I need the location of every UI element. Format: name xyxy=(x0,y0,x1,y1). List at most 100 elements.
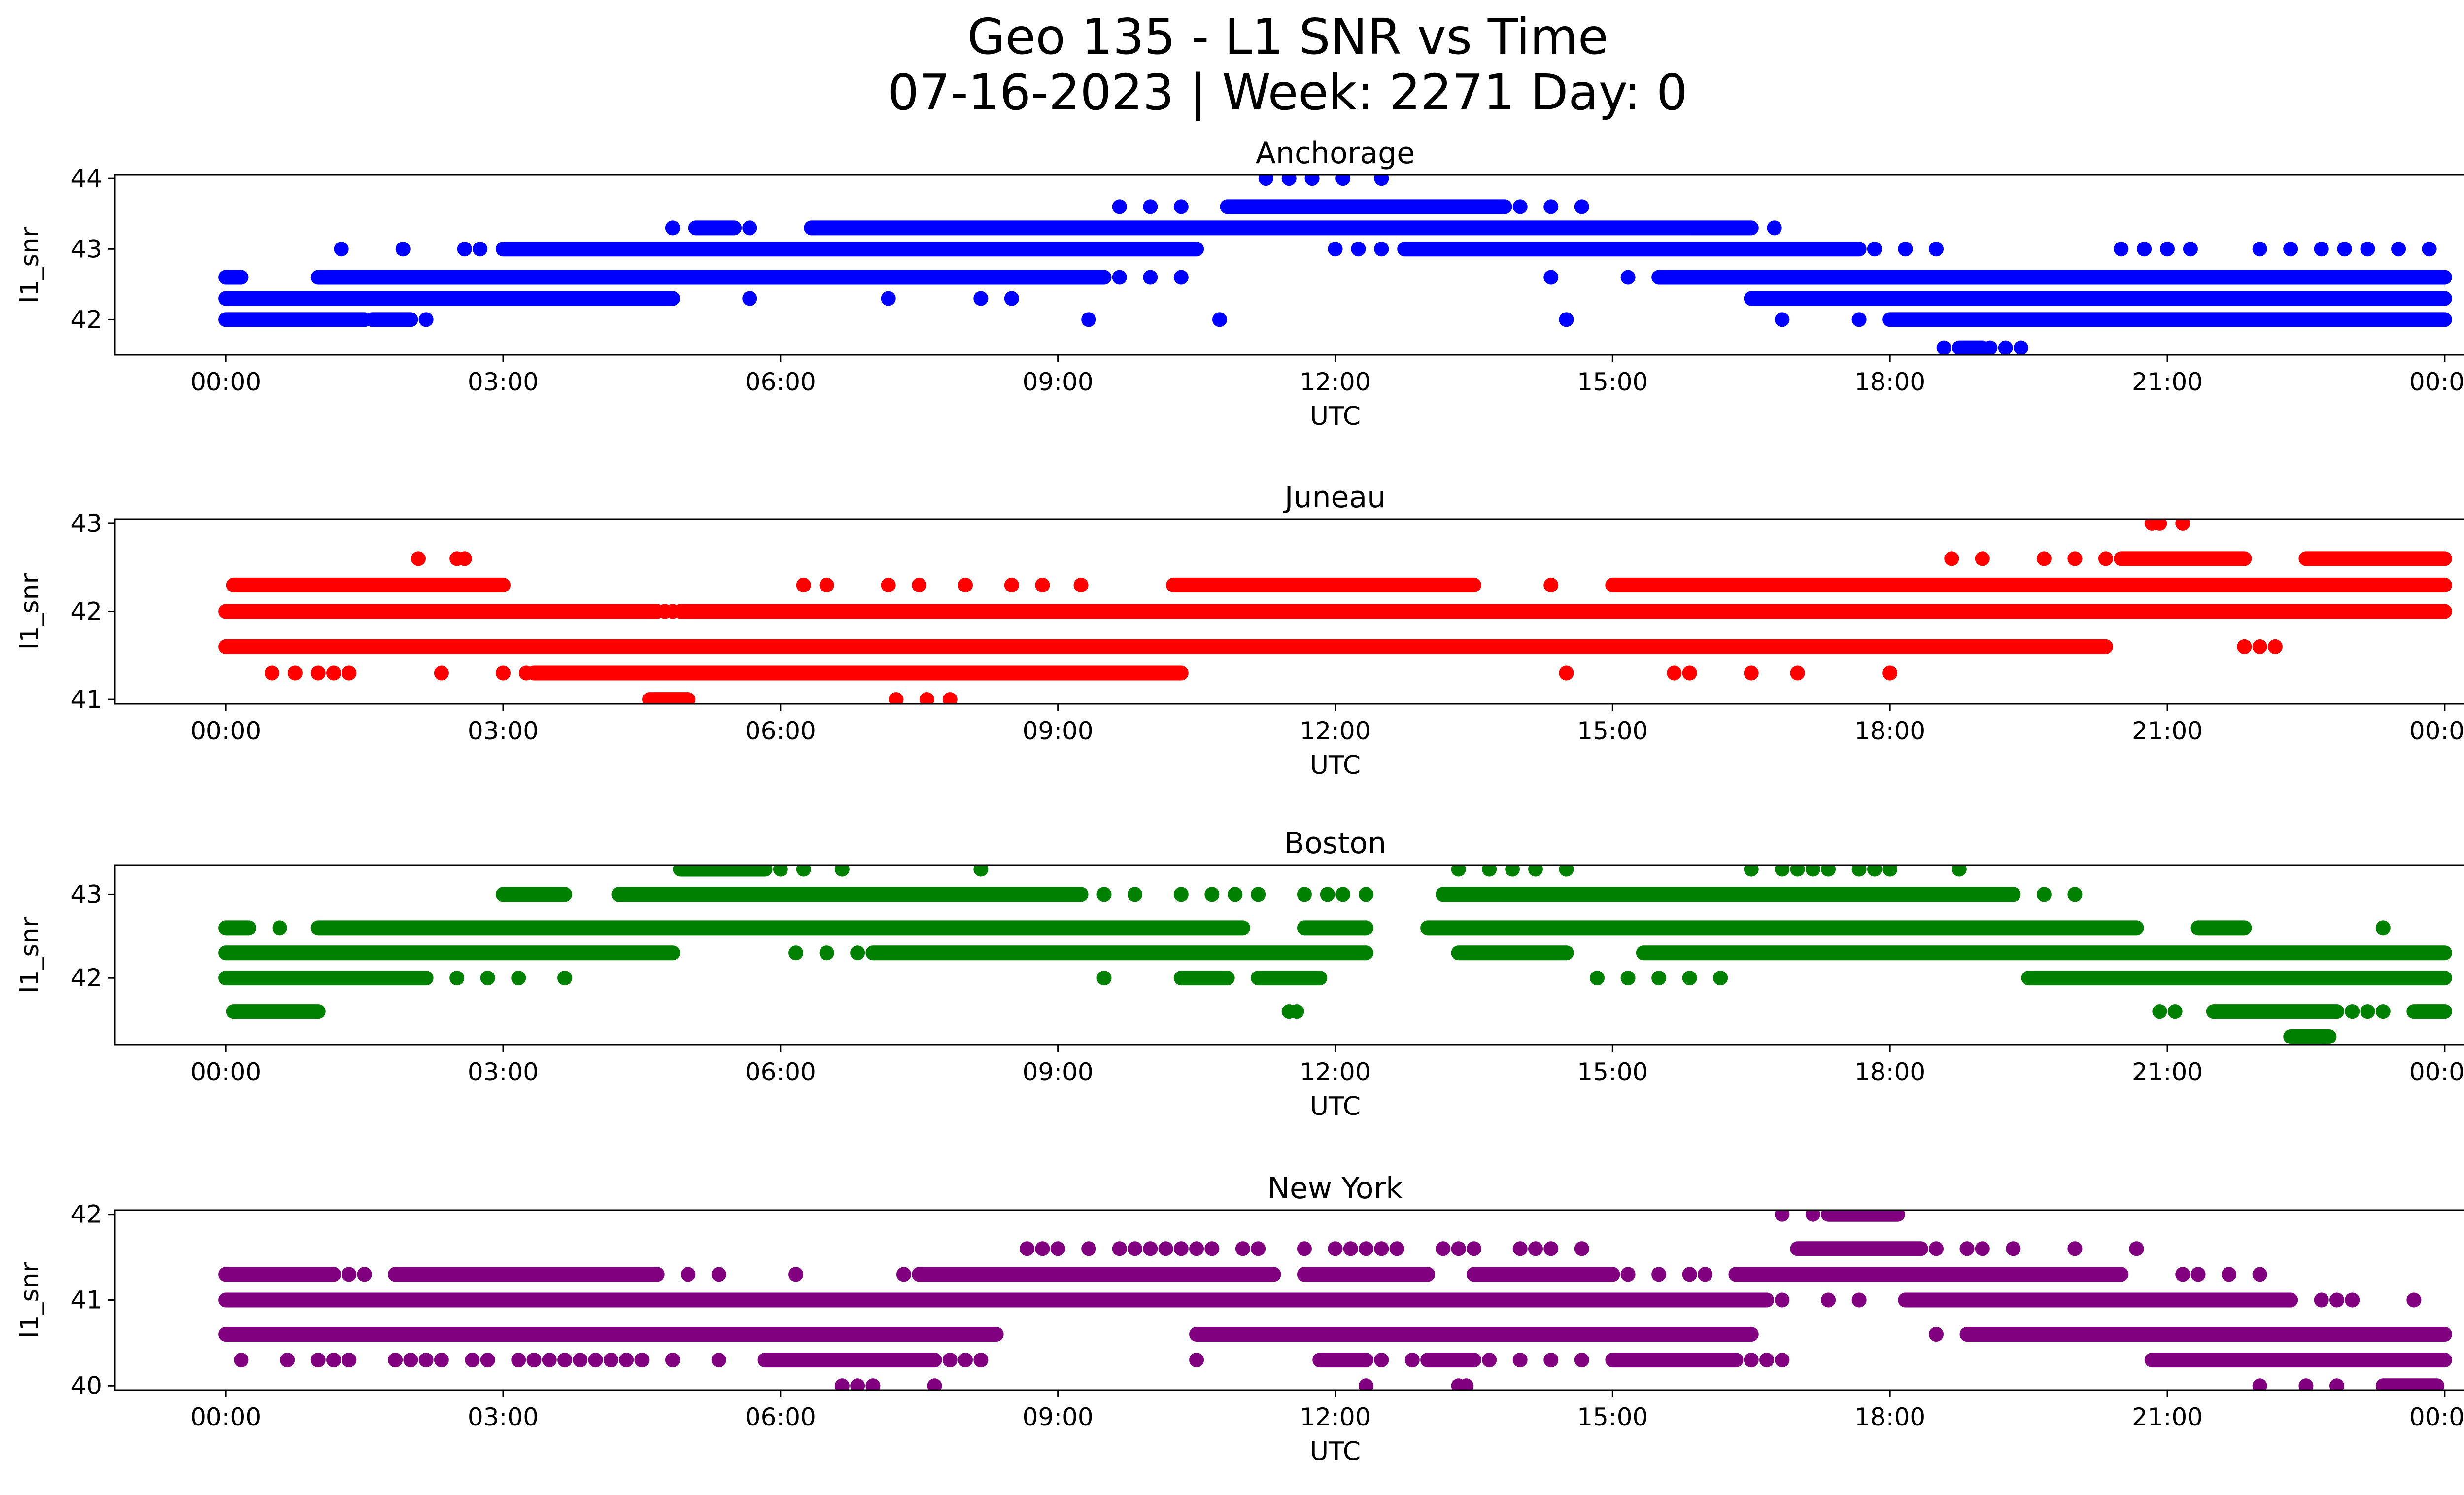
new-york-point-band xyxy=(1959,1327,2452,1342)
juneau-point xyxy=(342,665,357,681)
figure-title-line1: Geo 135 - L1 SNR vs Time xyxy=(967,8,1608,66)
boston-point-band xyxy=(673,865,773,877)
boston-point xyxy=(2360,1004,2375,1019)
boston-point-band xyxy=(865,945,1374,961)
anchorage-point xyxy=(1928,242,1944,257)
anchorage-point xyxy=(2314,242,2329,257)
new-york-point xyxy=(850,1378,865,1390)
figure-title: Geo 135 - L1 SNR vs Time 07-16-2023 | We… xyxy=(0,9,2464,120)
boston-point xyxy=(1713,971,1728,986)
anchorage-point xyxy=(1936,340,1951,355)
anchorage-point xyxy=(1281,175,1297,186)
anchorage-point xyxy=(1212,312,1227,327)
anchorage-subplot: Anchorage 00:00 03:00 06:00 09:00 12:00 15:00 1… xyxy=(15,136,2464,431)
anchorage-x-tick-label: 12:00 xyxy=(1300,368,1370,396)
anchorage-point-band xyxy=(804,220,1759,236)
boston-point xyxy=(272,920,287,936)
new-york-point xyxy=(342,1267,357,1282)
new-york-point xyxy=(1928,1327,1944,1342)
new-york-point xyxy=(1775,1210,1790,1222)
new-york-point xyxy=(2345,1292,2360,1308)
boston-point xyxy=(2345,1004,2360,1019)
juneau-point-band xyxy=(642,692,696,704)
new-york-point xyxy=(434,1353,449,1368)
new-york-x-tick-label: 12:00 xyxy=(1300,1403,1370,1431)
anchorage-point-band xyxy=(1951,340,1990,355)
anchorage-point xyxy=(1374,242,1389,257)
boston-data xyxy=(218,865,2452,1044)
new-york-x-tick-label: 00:00 xyxy=(2409,1403,2464,1431)
new-york-point xyxy=(573,1353,588,1368)
new-york-point xyxy=(2329,1378,2344,1390)
new-york-point xyxy=(1173,1241,1189,1256)
juneau-point xyxy=(1667,665,1682,681)
anchorage-y-tick-label: 42 xyxy=(70,305,102,334)
new-york-title: New York xyxy=(1267,1171,1403,1206)
new-york-point xyxy=(1081,1241,1096,1256)
juneau-x-tick-label: 03:00 xyxy=(468,717,539,745)
juneau-subplot: Juneau 00:00 03:00 06:00 09:00 12:00 15:00 18:0… xyxy=(15,480,2464,780)
juneau-y-tick-label: 43 xyxy=(70,509,102,538)
new-york-point xyxy=(1574,1353,1589,1368)
new-york-point xyxy=(1512,1353,1528,1368)
new-york-point xyxy=(711,1267,726,1282)
boston-point-band xyxy=(2021,971,2452,986)
juneau-point-band xyxy=(1166,577,1481,592)
new-york-point xyxy=(1512,1241,1528,1256)
juneau-point xyxy=(1790,665,1805,681)
boston-point xyxy=(1128,887,1143,902)
anchorage-point xyxy=(1335,175,1351,186)
new-york-point xyxy=(788,1267,804,1282)
boston-x-tick-label: 18:00 xyxy=(1854,1058,1925,1086)
new-york-point xyxy=(896,1267,911,1282)
boston-point xyxy=(1505,865,1520,877)
juneau-point-band xyxy=(226,577,511,592)
boston-point xyxy=(1289,1004,1304,1019)
boston-x-tick-label: 12:00 xyxy=(1300,1058,1370,1086)
anchorage-point xyxy=(2183,242,2198,257)
boston-point xyxy=(1528,865,1543,877)
boston-point-band xyxy=(218,945,680,961)
anchorage-point xyxy=(1543,270,1559,285)
new-york-point xyxy=(1235,1241,1250,1256)
anchorage-point xyxy=(2337,242,2352,257)
boston-y-tick-label: 43 xyxy=(70,880,102,908)
new-york-point xyxy=(1651,1267,1667,1282)
boston-point xyxy=(1805,865,1820,877)
anchorage-y-tick-label: 44 xyxy=(70,164,102,193)
new-york-point xyxy=(542,1353,557,1368)
juneau-point-band xyxy=(1605,577,2452,592)
boston-point xyxy=(773,865,788,877)
new-york-point-band xyxy=(218,1292,1775,1308)
new-york-x-tick-label: 21:00 xyxy=(2132,1403,2203,1431)
new-york-point-band xyxy=(912,1267,1281,1282)
anchorage-point-band xyxy=(218,291,680,306)
anchorage-point-band xyxy=(688,220,742,236)
anchorage-point xyxy=(1173,199,1189,214)
anchorage-point-band xyxy=(1882,312,2452,327)
new-york-point xyxy=(1204,1241,1220,1256)
new-york-point-band xyxy=(1189,1327,1759,1342)
anchorage-point-band xyxy=(495,242,1204,257)
new-york-point xyxy=(973,1353,989,1368)
boston-point-band xyxy=(2206,1004,2344,1019)
juneau-point xyxy=(2036,551,2052,566)
anchorage-point xyxy=(2160,242,2175,257)
juneau-point-band xyxy=(218,639,2113,654)
juneau-x-tick-label: 09:00 xyxy=(1023,717,1094,745)
new-york-point xyxy=(1128,1241,1143,1256)
new-york-point xyxy=(2222,1267,2237,1282)
new-york-point xyxy=(480,1353,495,1368)
new-york-point-band xyxy=(388,1267,665,1282)
anchorage-x-tick-label: 15:00 xyxy=(1577,368,1648,396)
boston-x-tick-label: 00:00 xyxy=(2409,1058,2464,1086)
new-york-point xyxy=(326,1353,342,1368)
new-york-point xyxy=(526,1353,542,1368)
boston-point-band xyxy=(1420,920,2144,936)
anchorage-point xyxy=(418,312,434,327)
anchorage-point xyxy=(473,242,488,257)
anchorage-point xyxy=(2252,242,2267,257)
anchorage-point xyxy=(1898,242,1913,257)
juneau-point xyxy=(1882,665,1898,681)
